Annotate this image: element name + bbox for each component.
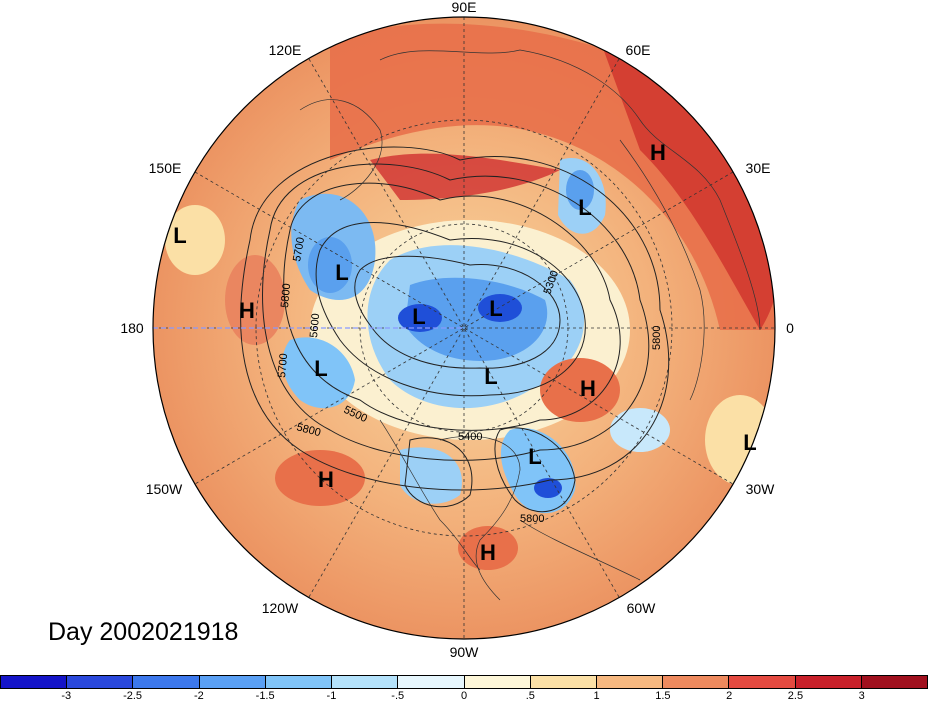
- lon-label-120e: 120E: [269, 42, 302, 58]
- low-center-label: L: [489, 296, 502, 321]
- low-center-label: L: [412, 304, 425, 329]
- colorbar-tick-label: 1.5: [655, 690, 671, 702]
- colorbar-segment: [861, 676, 928, 688]
- high-center-label: H: [480, 540, 496, 565]
- low-center-label: L: [743, 430, 756, 455]
- colorbar-segment: [530, 676, 597, 688]
- low-center-label: L: [314, 356, 327, 381]
- high-center-label: H: [318, 467, 334, 492]
- low-center-label: L: [578, 195, 591, 220]
- low-center-label: L: [484, 364, 497, 389]
- colorbar-tick-label: 1: [593, 690, 600, 702]
- high-center-label: H: [650, 140, 666, 165]
- colorbar-segment: [596, 676, 664, 688]
- colorbar-segment: [398, 676, 465, 688]
- colorbar-tick-label: -1: [326, 690, 337, 702]
- colorbar-tick-label: 3: [858, 690, 865, 702]
- colorbar-ticks: -3 -2.5 -2 -1.5 -1 -.5 0 .5 1 1.5 2 2.5 3: [0, 690, 928, 702]
- colorbar-tick-label: -.5: [391, 690, 405, 702]
- lon-label-60e: 60E: [626, 42, 651, 58]
- lon-label-90w: 90W: [450, 644, 480, 660]
- lon-label-0: 0: [786, 320, 794, 336]
- colorbar-segment: [67, 676, 134, 688]
- contour-label: 5400: [458, 431, 482, 443]
- colorbar-segment: [1, 676, 68, 688]
- colorbar-segment: [795, 676, 862, 688]
- colorbar-tick-label: -2: [193, 690, 204, 702]
- low-center-label: L: [173, 223, 186, 248]
- colorbar-tick-label: -3: [61, 690, 72, 702]
- contour-label: 5800: [520, 513, 544, 525]
- lon-label-90e: 90E: [452, 0, 477, 15]
- high-center-label: H: [580, 376, 596, 401]
- lon-label-150e: 150E: [149, 160, 182, 176]
- colorbar-segment: [199, 676, 266, 688]
- date-label: Day 2002021918: [48, 618, 239, 646]
- colorbar-segment: [729, 676, 796, 688]
- pressure-centers: H L L L H L L L L H L L H H: [173, 140, 756, 565]
- polar-map: 90E 60E 30E 0 30W 60W 90W 120W 150W 180 …: [120, 0, 794, 660]
- colorbar-tick-label: 2: [726, 690, 733, 702]
- contour-label: 5700: [291, 236, 307, 262]
- lon-label-30e: 30E: [746, 160, 771, 176]
- colorbar-segment: [265, 676, 333, 688]
- lon-label-180: 180: [120, 320, 144, 336]
- lon-label-30w: 30W: [746, 481, 776, 497]
- colorbar-tick-label: .5: [525, 690, 535, 702]
- colorbar-segment: [133, 676, 200, 688]
- lon-label-150w: 150W: [146, 481, 183, 497]
- anomaly-field: [153, 17, 775, 639]
- contour-label: 5800: [279, 283, 293, 308]
- contour-label: 5700: [276, 353, 290, 378]
- colorbar-tick-label: 2.5: [787, 690, 804, 702]
- colorbar-tick-label: -1.5: [255, 690, 275, 702]
- colorbar-segment: [663, 676, 730, 688]
- lon-label-120w: 120W: [262, 600, 299, 616]
- contour-label: 5800: [651, 326, 663, 350]
- colorbar-segment: [464, 676, 531, 688]
- low-center-label: L: [528, 444, 541, 469]
- lon-label-60w: 60W: [627, 600, 657, 616]
- longitude-labels: 90E 60E 30E 0 30W 60W 90W 120W 150W 180 …: [120, 0, 794, 660]
- colorbar: [0, 675, 928, 689]
- low-center-label: L: [335, 260, 348, 285]
- colorbar-tick-label: 0: [460, 690, 468, 702]
- colorbar-segment: [332, 676, 399, 688]
- high-center-label: H: [239, 298, 255, 323]
- contour-label: 5600: [308, 313, 322, 338]
- colorbar-tick-label: -2.5: [123, 690, 143, 702]
